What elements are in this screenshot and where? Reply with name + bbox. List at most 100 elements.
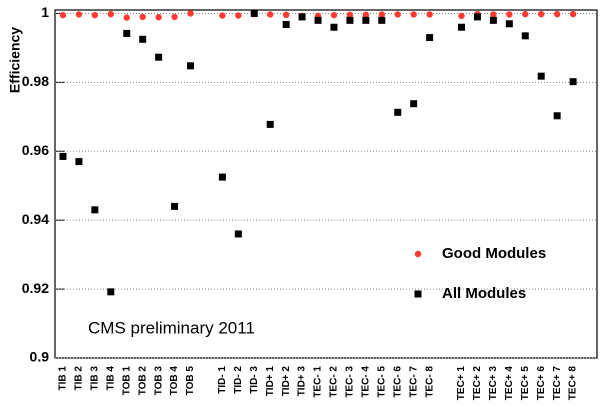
x-tick-label: TID+ 2 — [281, 366, 292, 397]
data-point — [346, 11, 354, 19]
data-point — [219, 12, 226, 19]
data-point — [410, 11, 417, 18]
x-tick-label: TOB 2 — [137, 366, 148, 396]
x-tick-label: TOB 3 — [153, 366, 164, 396]
data-point — [362, 16, 370, 24]
x-tick-label: TEC+ 8 — [568, 366, 579, 401]
data-point — [267, 11, 274, 18]
legend-label: All Modules — [442, 285, 526, 302]
data-point — [91, 206, 99, 214]
data-point — [314, 16, 322, 24]
data-point — [521, 32, 529, 40]
data-point — [410, 100, 418, 108]
data-point — [394, 11, 401, 18]
x-tick-label: TEC- 8 — [424, 366, 435, 398]
x-tick-label: TEC- 1 — [313, 366, 324, 398]
x-tick-label: TIB 3 — [89, 366, 100, 391]
data-point — [426, 34, 434, 42]
data-point — [218, 173, 226, 181]
data-point — [569, 78, 577, 86]
x-tick-label: TEC+ 4 — [504, 366, 515, 401]
data-point — [187, 10, 194, 17]
x-tick-label: TID+ 3 — [297, 366, 308, 397]
data-point — [235, 12, 242, 19]
data-point — [553, 112, 561, 120]
x-tick-label: TIB 1 — [58, 366, 69, 391]
data-point — [505, 20, 513, 28]
data-point — [506, 11, 513, 18]
data-point — [298, 13, 306, 21]
x-tick-label: TEC+ 5 — [520, 366, 531, 401]
data-point — [330, 11, 338, 19]
data-point — [171, 202, 179, 210]
y-tick-label: 0.94 — [22, 211, 49, 227]
data-point — [458, 23, 465, 31]
data-point — [522, 10, 529, 18]
data-point — [378, 11, 385, 18]
y-tick-label: 0.98 — [22, 73, 49, 89]
data-point — [489, 16, 497, 24]
data-point — [107, 10, 114, 18]
data-point — [346, 16, 354, 24]
data-point — [107, 288, 115, 296]
data-point — [187, 62, 194, 70]
y-tick-label: 1 — [41, 4, 49, 20]
x-tick-label: TIB 4 — [105, 366, 116, 391]
data-point — [123, 14, 130, 21]
data-point — [553, 10, 561, 18]
data-point — [139, 35, 147, 43]
plot-frame — [54, 9, 598, 359]
data-point — [234, 230, 242, 238]
y-tick-label: 0.9 — [30, 349, 50, 365]
x-tick-label: TEC+ 7 — [552, 366, 563, 401]
x-tick-label: TEC+ 1 — [456, 366, 467, 401]
legend-label: Good Modules — [442, 245, 546, 262]
data-point — [266, 120, 274, 128]
data-point — [75, 158, 83, 166]
y-tick-label: 0.96 — [22, 142, 49, 158]
data-point — [75, 11, 83, 18]
annotation: CMS preliminary 2011 — [88, 318, 255, 337]
data-point — [59, 11, 67, 19]
x-tick-label: TOB 5 — [185, 366, 196, 396]
data-point — [378, 16, 386, 24]
x-tick-label: TEC+ 2 — [472, 366, 483, 401]
data-point — [537, 72, 545, 80]
data-point — [250, 9, 258, 17]
data-point — [426, 11, 433, 18]
data-point — [362, 11, 370, 19]
data-point — [394, 108, 402, 116]
x-tick-label: TOB 1 — [121, 366, 132, 396]
data-point — [155, 53, 163, 61]
x-tick-label: TEC- 5 — [376, 366, 387, 398]
x-tick-label: TEC- 3 — [345, 366, 356, 398]
data-point — [569, 10, 577, 18]
data-point — [490, 11, 497, 18]
x-tick-label: TID- 1 — [217, 366, 228, 394]
x-tick-label: TID- 3 — [249, 366, 260, 394]
legend-marker — [414, 250, 422, 258]
data-point — [282, 11, 290, 19]
y-axis-label: Efficiency — [7, 27, 23, 93]
x-tick-label: TIB 2 — [74, 366, 85, 391]
x-tick-label: TEC- 2 — [329, 366, 340, 398]
data-point — [59, 152, 67, 160]
x-tick-label: TEC+ 3 — [488, 366, 499, 401]
data-point — [139, 13, 146, 21]
data-point — [123, 29, 131, 37]
legend-marker — [414, 290, 422, 298]
data-point — [330, 23, 338, 31]
x-tick-label: TID+ 1 — [265, 366, 276, 397]
data-point — [473, 13, 481, 21]
x-tick-label: TEC- 7 — [408, 366, 419, 398]
data-point — [538, 10, 545, 18]
x-tick-label: TOB 4 — [169, 366, 180, 396]
data-point — [91, 11, 99, 19]
x-tick-label: TEC- 6 — [392, 366, 403, 398]
data-point — [282, 20, 290, 28]
x-tick-label: TEC+ 6 — [536, 366, 547, 401]
x-tick-label: TID- 2 — [233, 366, 244, 394]
y-tick-label: 0.92 — [22, 280, 49, 296]
x-tick-label: TEC- 4 — [360, 366, 371, 398]
